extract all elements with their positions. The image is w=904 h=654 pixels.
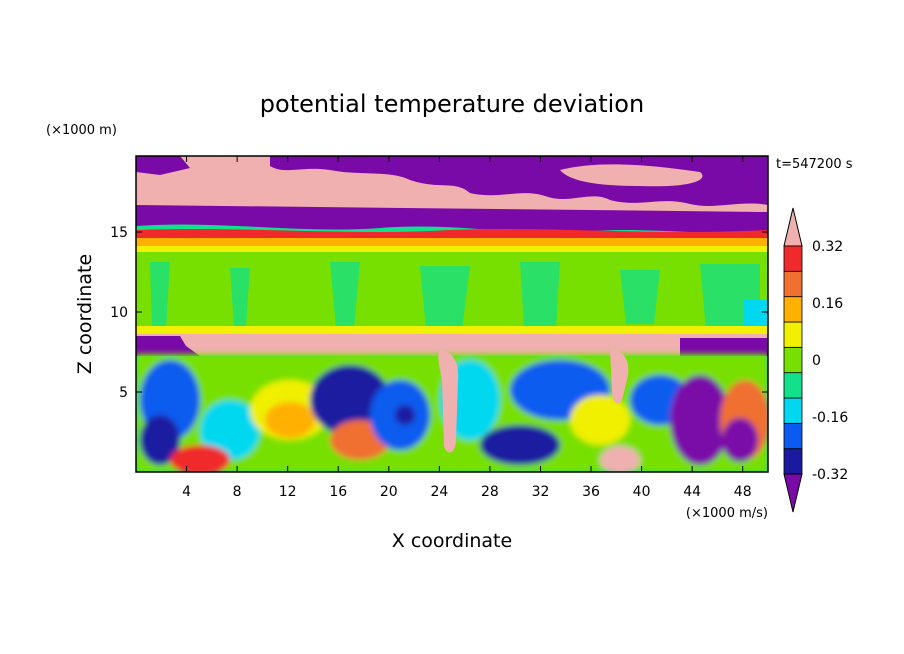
blob-17 bbox=[722, 418, 758, 462]
chart-title: potential temperature deviation bbox=[260, 90, 644, 118]
blob-3 bbox=[200, 400, 260, 460]
upper-purple-patch bbox=[136, 156, 190, 175]
red-band bbox=[136, 229, 768, 240]
x-tick-label: 44 bbox=[683, 484, 701, 500]
x-tick-label: 16 bbox=[329, 484, 347, 500]
x-tick-label: 4 bbox=[182, 484, 191, 500]
y-axis-label: Z coordinate bbox=[74, 254, 96, 374]
orange-band bbox=[136, 238, 768, 246]
colorbar-label: -0.16 bbox=[812, 410, 848, 426]
colorbar-swatch bbox=[783, 372, 803, 399]
colorbar-swatch bbox=[783, 296, 803, 323]
plot-frame bbox=[135, 155, 769, 473]
x-tick-label: 8 bbox=[233, 484, 242, 500]
stratified-green-streaks bbox=[150, 262, 760, 330]
x-tick-label: 48 bbox=[734, 484, 752, 500]
colorbar-label: 0.32 bbox=[812, 239, 843, 255]
upper-pink-island bbox=[560, 164, 703, 187]
blob-5 bbox=[265, 402, 315, 438]
x-tick-label: 40 bbox=[633, 484, 651, 500]
inversion-purple-right bbox=[680, 338, 768, 356]
x-tick-label: 20 bbox=[380, 484, 398, 500]
colorbar-swatch bbox=[783, 321, 803, 348]
inversion-purple-left bbox=[136, 336, 200, 356]
blob-6 bbox=[310, 365, 390, 435]
x-tick-label: 24 bbox=[430, 484, 448, 500]
colorbar-label: 0 bbox=[812, 353, 821, 369]
x-axis-label: X coordinate bbox=[392, 530, 512, 552]
heatmap-field bbox=[136, 156, 768, 472]
colorbar-swatch bbox=[783, 448, 803, 475]
y-tick-label: 10 bbox=[110, 305, 128, 321]
mid-purple-band bbox=[136, 205, 768, 233]
yellow-band bbox=[136, 246, 768, 252]
time-label: t=547200 s bbox=[776, 157, 853, 172]
colorbar-extend-bottom bbox=[783, 473, 803, 513]
y-tick-label: 5 bbox=[119, 385, 128, 401]
x-unit-label: (×1000 m/s) bbox=[686, 506, 768, 521]
y-tick-label: 15 bbox=[110, 225, 128, 241]
colorbar-swatch bbox=[783, 397, 803, 424]
plume-1 bbox=[438, 350, 459, 453]
blob-19 bbox=[600, 446, 640, 472]
colorbar: -0.32 -0.16 0 0.16 0.32 bbox=[783, 207, 848, 513]
y-unit-label: (×1000 m) bbox=[46, 123, 117, 138]
colorbar-swatch bbox=[783, 270, 803, 298]
inversion-layer bbox=[136, 334, 768, 356]
blob-9 bbox=[395, 405, 415, 425]
plume-2 bbox=[610, 350, 629, 404]
x-tick-label: 28 bbox=[481, 484, 499, 500]
colorbar-label: 0.16 bbox=[812, 296, 843, 312]
colorbar-label: -0.32 bbox=[812, 467, 848, 483]
x-tick-label: 32 bbox=[532, 484, 550, 500]
y-axis: 5 10 15 bbox=[110, 225, 768, 401]
x-axis: 4 8 12 16 20 24 28 32 36 40 44 48 bbox=[182, 156, 752, 500]
blob-11 bbox=[480, 425, 560, 465]
x-tick-label: 36 bbox=[582, 484, 600, 500]
blob-18 bbox=[170, 445, 230, 472]
colorbar-swatch bbox=[783, 346, 803, 374]
blob-13 bbox=[570, 395, 630, 445]
x-tick-label: 12 bbox=[279, 484, 297, 500]
blob-2 bbox=[140, 415, 180, 465]
blob-15 bbox=[670, 375, 730, 465]
colorbar-swatch bbox=[783, 245, 803, 272]
yellow-lower-band bbox=[136, 326, 768, 334]
colorbar-extend-top bbox=[783, 207, 803, 247]
colorbar-swatch bbox=[783, 422, 803, 450]
